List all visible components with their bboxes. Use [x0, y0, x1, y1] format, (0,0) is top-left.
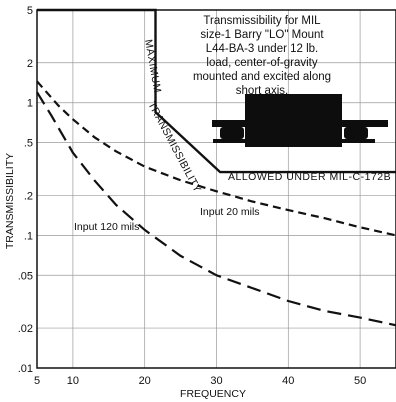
mount-base	[337, 139, 375, 143]
x-tick-label: 30	[210, 375, 222, 387]
series-label-120-mils: Input 120 mils	[74, 221, 139, 233]
mount-isolator	[220, 127, 244, 139]
y-tick-label: .01	[18, 363, 33, 375]
limit-line	[37, 8, 396, 174]
limit-label-allowed: ALLOWED UNDER MIL-C-172B	[228, 171, 391, 183]
x-tick-label: 20	[139, 375, 151, 387]
y-tick-labels: 5 2 1 .5 .2 .1 .05 .02 .01	[18, 5, 33, 375]
y-tick-label: .5	[24, 138, 33, 150]
series-line-1	[36, 80, 396, 237]
x-axis-label: FREQUENCY	[180, 388, 246, 400]
y-tick-label: .02	[18, 323, 33, 335]
maximum-transmissibility-limit	[37, 8, 396, 174]
y-axis-label: TRANSMISSIBILITY	[4, 153, 16, 249]
chart-annotation: Transmissibility for MIL size-1 Barry "L…	[192, 15, 332, 97]
x-tick-labels: 5 10 20 30 40 50	[34, 375, 366, 387]
plot-frame	[36, 9, 396, 369]
mount-isolator	[344, 127, 368, 139]
x-tick-label: 50	[354, 375, 366, 387]
limit-label-maximum: MAXIMUM	[142, 38, 163, 94]
series-layer	[36, 80, 396, 327]
x-tick-label: 5	[34, 375, 40, 387]
y-tick-label: .2	[24, 190, 33, 202]
x-tick-label: 10	[67, 375, 79, 387]
series-label-20-mils: Input 20 mils	[200, 206, 260, 218]
mount-icon	[212, 94, 388, 147]
y-tick-label: 1	[27, 98, 33, 110]
y-tick-label: 2	[27, 58, 33, 70]
mount-plate	[212, 120, 388, 127]
y-tick-label: 5	[27, 5, 33, 17]
y-tick-label: .05	[18, 270, 33, 282]
mount-base	[213, 139, 251, 143]
y-tick-label: .1	[24, 230, 33, 242]
x-tick-label: 40	[282, 375, 294, 387]
series-line-2	[36, 91, 396, 327]
